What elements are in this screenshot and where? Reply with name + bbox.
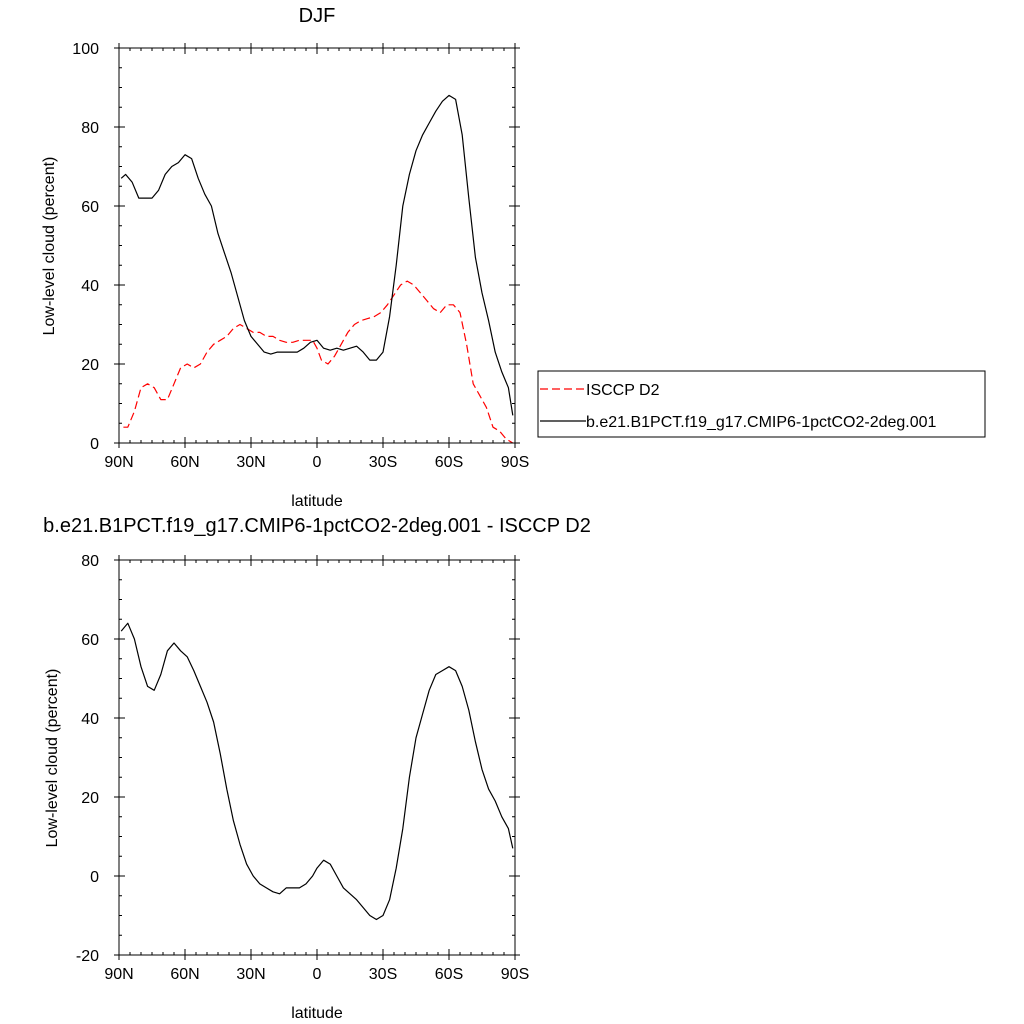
bottom-chart-y-tick-label: 60 (81, 632, 99, 649)
top-chart-plot-frame (118, 47, 516, 444)
top-chart-y-tick-label: 0 (90, 436, 99, 453)
bottom-chart-series-line-0 (120, 622, 514, 921)
bottom-chart-plot-frame (118, 559, 516, 956)
top-chart-y-axis-label: Low-level cloud (percent) (41, 157, 58, 336)
top-chart-series-line-1 (120, 94, 514, 416)
top-chart-y-tick-label: 60 (81, 199, 99, 216)
bottom-chart: b.e21.B1PCT.f19_g17.CMIP6-1pctCO2-2deg.0… (43, 515, 591, 1022)
bottom-chart-y-tick-label: 80 (81, 553, 99, 570)
top-chart-x-tick-label: 90N (104, 454, 133, 471)
top-chart-x-tick-label: 30N (236, 454, 265, 471)
top-chart-x-tick-label: 0 (313, 454, 322, 471)
bottom-chart-x-tick-label: 90S (501, 966, 529, 983)
bottom-chart-title: b.e21.B1PCT.f19_g17.CMIP6-1pctCO2-2deg.0… (43, 515, 591, 537)
top-chart-x-tick-label: 30S (369, 454, 397, 471)
top-chart-series-line-0 (123, 280, 514, 444)
top-chart-x-axis-label: latitude (291, 493, 343, 510)
bottom-chart-x-tick-label: 30S (369, 966, 397, 983)
bottom-chart-x-axis-label: latitude (291, 1005, 343, 1022)
top-chart-x-tick-label: 90S (501, 454, 529, 471)
top-chart-x-tick-label: 60N (170, 454, 199, 471)
bottom-chart-y-axis-label: Low-level cloud (percent) (44, 669, 61, 848)
bottom-chart-y-tick-label: -20 (76, 948, 99, 965)
bottom-chart-x-tick-label: 90N (104, 966, 133, 983)
top-chart-title: DJF (299, 5, 336, 27)
top-chart-series (120, 94, 514, 444)
bottom-chart-y-tick-label: 0 (90, 869, 99, 886)
top-chart-y-tick-label: 100 (72, 41, 99, 58)
top-chart-x-tick-label: 60S (435, 454, 463, 471)
top-chart-y-tick-label: 40 (81, 278, 99, 295)
bottom-chart-series (120, 622, 514, 921)
bottom-chart-x-tick-label: 60S (435, 966, 463, 983)
legend: ISCCP D2 b.e21.B1PCT.f19_g17.CMIP6-1pctC… (537, 370, 986, 438)
bottom-chart-x-tick-label: 0 (313, 966, 322, 983)
legend-label-model: b.e21.B1PCT.f19_g17.CMIP6-1pctCO2-2deg.0… (586, 414, 937, 431)
top-chart: DJF latitude Low-level cloud (percent) 9… (41, 5, 529, 510)
bottom-chart-x-tick-label: 30N (236, 966, 265, 983)
legend-label-isccp: ISCCP D2 (586, 382, 660, 399)
top-chart-y-tick-label: 20 (81, 357, 99, 374)
legend-box (537, 370, 986, 438)
top-chart-y-tick-label: 80 (81, 120, 99, 137)
top-chart-ticks: 90N 60N 30N 0 30S 60S 90S 0 20 40 60 80 100 (72, 41, 529, 471)
bottom-chart-y-tick-label: 20 (81, 790, 99, 807)
bottom-chart-x-tick-label: 60N (170, 966, 199, 983)
bottom-chart-y-tick-label: 40 (81, 711, 99, 728)
